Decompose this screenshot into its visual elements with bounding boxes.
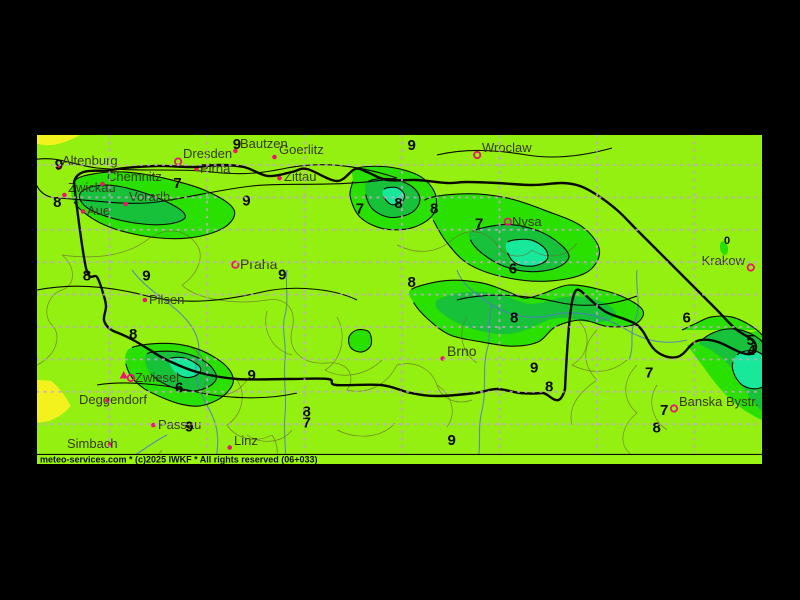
svg-text:9: 9 xyxy=(233,136,241,153)
svg-text:0: 0 xyxy=(724,235,730,247)
svg-text:8: 8 xyxy=(408,274,416,291)
svg-text:Linz: Linz xyxy=(234,433,258,448)
svg-text:9: 9 xyxy=(185,419,193,436)
svg-text:9: 9 xyxy=(408,137,416,154)
svg-text:9: 9 xyxy=(278,266,286,283)
svg-text:6: 6 xyxy=(175,380,183,397)
svg-text:9: 9 xyxy=(530,360,538,377)
svg-text:Zwiesel: Zwiesel xyxy=(135,370,179,385)
svg-text:7: 7 xyxy=(356,201,364,218)
svg-text:7: 7 xyxy=(660,402,668,419)
svg-text:Krakow: Krakow xyxy=(702,253,746,268)
svg-text:Nysa: Nysa xyxy=(512,214,542,229)
svg-text:9: 9 xyxy=(448,432,456,449)
svg-text:6: 6 xyxy=(509,261,517,278)
svg-text:6: 6 xyxy=(683,310,691,327)
svg-text:9: 9 xyxy=(248,367,256,384)
svg-text:8: 8 xyxy=(430,201,438,218)
svg-text:meteo-services.com * (c)2025: meteo-services.com * (c)2025 IWKF * All … xyxy=(40,454,318,464)
svg-text:Pirna: Pirna xyxy=(200,161,231,176)
svg-text:Banska Bystr.: Banska Bystr. xyxy=(679,394,758,409)
svg-text:8: 8 xyxy=(653,420,661,437)
svg-text:Praha: Praha xyxy=(240,256,278,272)
svg-text:9: 9 xyxy=(242,192,250,209)
svg-text:8: 8 xyxy=(545,379,553,396)
svg-text:Goerlitz: Goerlitz xyxy=(279,142,324,157)
svg-text:7: 7 xyxy=(173,175,181,192)
svg-text:Deggendorf: Deggendorf xyxy=(79,392,147,407)
svg-text:Wroclaw: Wroclaw xyxy=(482,140,532,155)
svg-text:Vorarlb.: Vorarlb. xyxy=(129,189,174,204)
svg-text:8: 8 xyxy=(510,310,518,327)
svg-text:7: 7 xyxy=(645,365,653,382)
svg-text:Brno: Brno xyxy=(447,343,477,359)
svg-text:Aue: Aue xyxy=(87,203,110,218)
svg-text:9: 9 xyxy=(142,267,150,284)
